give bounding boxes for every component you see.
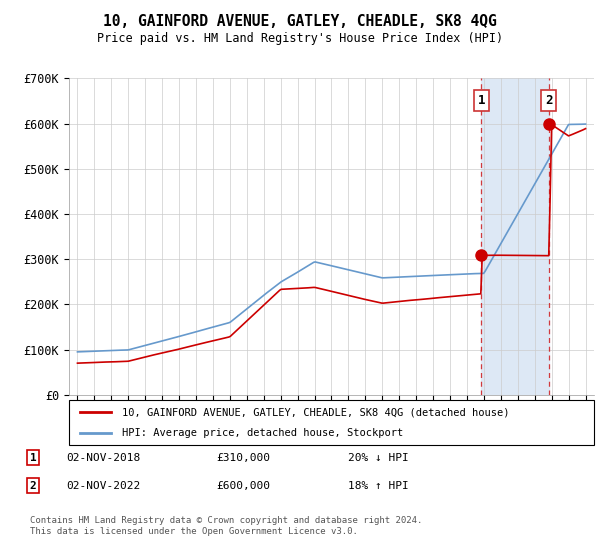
Text: 2: 2 (545, 94, 553, 107)
Text: 20% ↓ HPI: 20% ↓ HPI (348, 452, 409, 463)
Text: 18% ↑ HPI: 18% ↑ HPI (348, 480, 409, 491)
Text: Contains HM Land Registry data © Crown copyright and database right 2024.
This d: Contains HM Land Registry data © Crown c… (30, 516, 422, 536)
Text: 10, GAINFORD AVENUE, GATLEY, CHEADLE, SK8 4QG: 10, GAINFORD AVENUE, GATLEY, CHEADLE, SK… (103, 14, 497, 29)
Text: 1: 1 (478, 94, 485, 107)
Text: 02-NOV-2022: 02-NOV-2022 (66, 480, 140, 491)
Text: 1: 1 (29, 452, 37, 463)
Text: Price paid vs. HM Land Registry's House Price Index (HPI): Price paid vs. HM Land Registry's House … (97, 32, 503, 45)
FancyBboxPatch shape (69, 400, 594, 445)
Text: HPI: Average price, detached house, Stockport: HPI: Average price, detached house, Stoc… (121, 428, 403, 438)
Text: £600,000: £600,000 (216, 480, 270, 491)
Text: 2: 2 (29, 480, 37, 491)
Text: 10, GAINFORD AVENUE, GATLEY, CHEADLE, SK8 4QG (detached house): 10, GAINFORD AVENUE, GATLEY, CHEADLE, SK… (121, 408, 509, 418)
Text: £310,000: £310,000 (216, 452, 270, 463)
Bar (481, 78, 549, 395)
Text: 02-NOV-2018: 02-NOV-2018 (66, 452, 140, 463)
